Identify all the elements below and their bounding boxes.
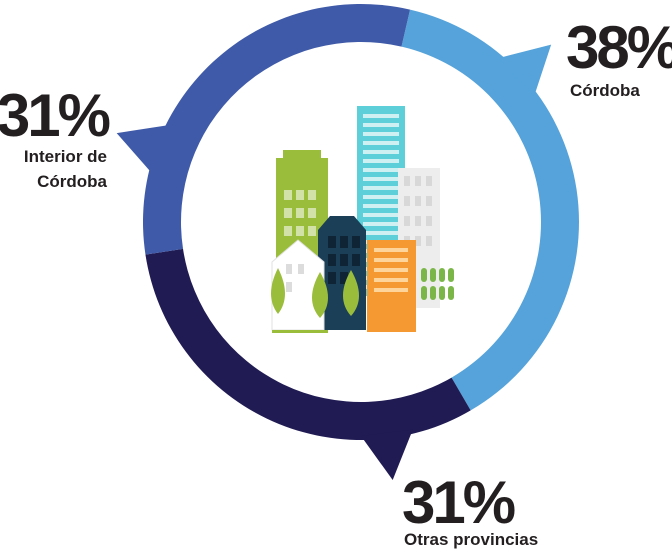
value-label-cordoba: 38% xyxy=(566,14,672,81)
value-label-interior: 31% xyxy=(0,82,110,149)
city-buildings-icon xyxy=(271,106,454,333)
category-label-otras: Otras provincias xyxy=(404,530,538,549)
pointer-cordoba xyxy=(498,44,552,97)
donut-ring xyxy=(116,3,579,481)
value-label-otras: 31% xyxy=(402,469,515,536)
category-label-cordoba: Córdoba xyxy=(570,81,640,100)
slice-cordoba xyxy=(401,9,579,411)
pointer-otras-provincias xyxy=(361,429,413,481)
slice-interior-de-cordoba xyxy=(143,3,411,255)
pointer-interior-de-cordoba xyxy=(116,124,171,174)
category-label-interior-line1: Interior de xyxy=(24,147,107,166)
slice-otras-provincias xyxy=(145,248,471,440)
category-label-interior-line2: Córdoba xyxy=(37,172,107,191)
